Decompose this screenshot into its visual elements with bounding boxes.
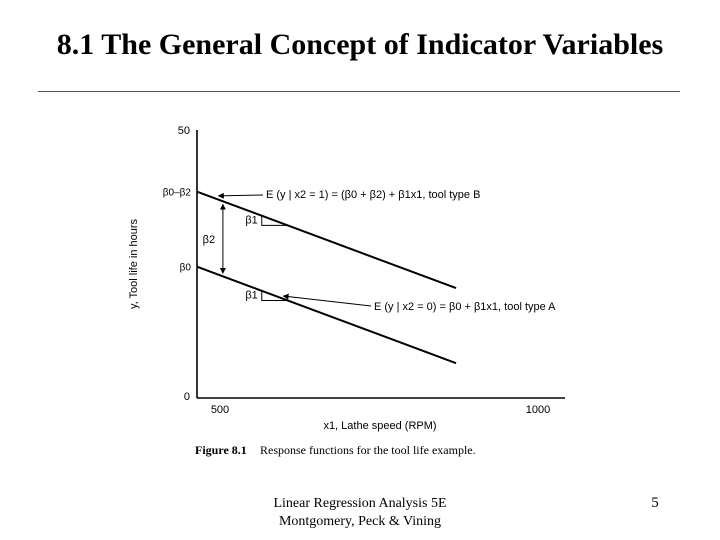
footer-line-2: Montgomery, Peck & Vining	[278, 514, 442, 529]
slope-label-upper: β1	[245, 214, 257, 226]
callout-arrow-tool-b	[217, 192, 264, 199]
tool-life-chart: 50 0 500 1000 β0–β2 β0 y, Tool life in h…	[128, 125, 565, 457]
page-number: 5	[651, 495, 659, 511]
figure-caption-text: Response functions for the tool life exa…	[260, 443, 476, 457]
slide-title: 8.1 The General Concept of Indicator Var…	[56, 28, 664, 61]
slope-triangle-lower	[261, 290, 288, 301]
y-tick-50: 50	[178, 125, 190, 137]
title-divider	[38, 91, 680, 92]
figure-caption-label: Figure 8.1	[195, 443, 247, 457]
y-marker-beta0-minus-beta2: β0–β2	[163, 188, 192, 199]
x-tick-500: 500	[211, 404, 229, 416]
x-axis-label: x1, Lathe speed (RPM)	[323, 420, 436, 432]
footer-citation: Linear Regression Analysis 5E Montgomery…	[220, 495, 500, 531]
x-tick-1000: 1000	[526, 404, 550, 416]
gap-label-beta2: β2	[203, 234, 215, 246]
y-axis-label: y, Tool life in hours	[128, 218, 140, 309]
callout-arrow-tool-a	[282, 293, 372, 307]
y-tick-0: 0	[184, 391, 190, 403]
slope-triangle-upper	[261, 215, 288, 226]
slope-label-lower: β1	[245, 289, 257, 301]
series-line-tool-a	[196, 265, 457, 365]
equation-label-tool-b: E (y | x2 = 1) = (β0 + β2) + β1x1, tool …	[266, 189, 480, 201]
equation-label-tool-a: E (y | x2 = 0) = β0 + β1x1, tool type A	[374, 301, 556, 313]
y-marker-beta0: β0	[180, 263, 192, 274]
footer-line-1: Linear Regression Analysis 5E	[273, 496, 447, 511]
series-line-tool-b	[196, 190, 457, 290]
